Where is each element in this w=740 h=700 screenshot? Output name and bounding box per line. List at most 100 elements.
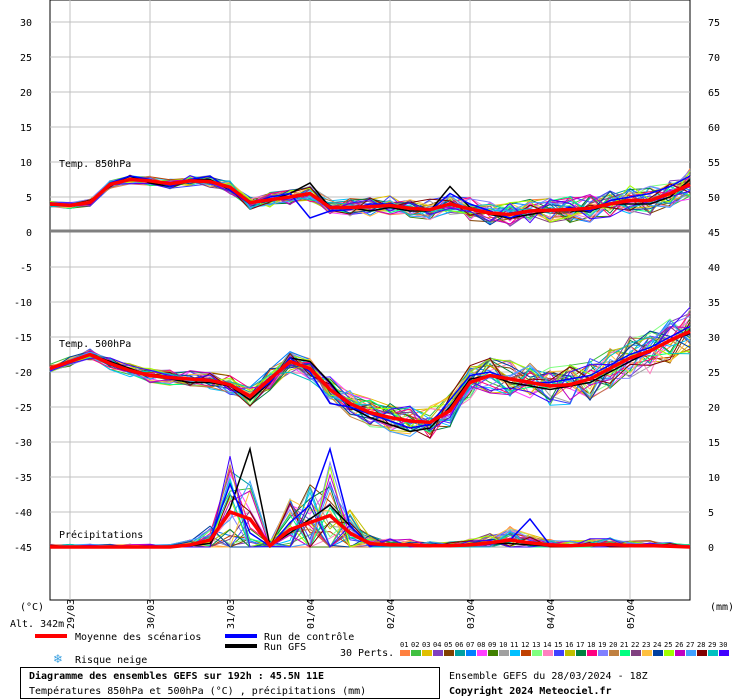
pert-color-swatch [400,650,410,656]
legend-perts-label: 30 Perts. [340,648,394,659]
pert-number: 24 [653,641,661,649]
pert-color-swatch [455,650,465,656]
pert-number: 27 [686,641,694,649]
axes: 29/03 30/03 31/03 01/04 02/04 03/04 04/04 05/04… [14,18,720,629]
pert-number: 03 [422,641,430,649]
pert-number: 09 [488,641,496,649]
pert-color-swatch [510,650,520,656]
pert-color-swatch [466,650,476,656]
pert-number: 10 [499,641,507,649]
left-tick-label: 0 [26,228,32,239]
pert-number: 22 [631,641,639,649]
right-tick-label: 5 [708,508,714,519]
pert-color-swatch [587,650,597,656]
legend-snow-label: Risque neige [75,655,147,666]
chart-title-box: Diagramme des ensembles GEFS sur 192h : … [20,667,440,699]
pert-color-swatch [664,650,674,656]
gfs-run-line [49,175,691,219]
pert-number: 30 [719,641,727,649]
pert-color-swatch [598,650,608,656]
plot-frame [49,0,691,601]
pert-number: 13 [532,641,540,649]
pert-color-swatch [686,650,696,656]
ensemble-member-line [50,175,691,224]
pert-number: 02 [411,641,419,649]
date-tick-label: 05/04 [626,599,637,629]
date-tick-label: 31/03 [226,599,237,629]
date-tick-label: 29/03 [66,599,77,629]
left-tick-label: -10 [14,298,32,309]
pert-number: 04 [433,641,441,649]
pert-color-swatch [444,650,454,656]
grid [49,0,691,601]
pert-number: 06 [455,641,463,649]
legend-control-label: Run de contrôle [264,631,354,643]
pert-number: 17 [576,641,584,649]
pert-color-swatch [433,650,443,656]
right-tick-label: 20 [708,403,720,414]
left-tick-label: 5 [26,193,32,204]
legend-gfs-label: Run GFS [264,642,306,653]
pert-number: 12 [521,641,529,649]
left-tick-label: 20 [20,88,32,99]
pert-color-swatch [576,650,586,656]
ensemble-member-line [49,326,691,427]
pert-color-swatch [532,650,542,656]
pert-number: 21 [620,641,628,649]
date-tick-label: 30/03 [146,599,157,629]
pert-color-swatch [675,650,685,656]
pert-number: 08 [477,641,485,649]
left-tick-label: -30 [14,438,32,449]
ensemble-mean-line [50,509,691,549]
pert-color-swatch [708,650,718,656]
date-tick-label: 02/04 [386,599,397,629]
altitude-label: Alt. 342m [10,619,64,630]
pert-number: 25 [664,641,672,649]
pert-number: 29 [708,641,716,649]
pert-color-swatch [565,650,575,656]
pert-color-swatch [609,650,619,656]
pert-color-swatch [543,650,553,656]
right-tick-label: 50 [708,193,720,204]
pert-number: 28 [697,641,705,649]
right-tick-label: 70 [708,53,720,64]
left-tick-label: 10 [20,158,32,169]
ensemble-member-line [49,344,691,429]
snowflake-icon: ❄ [53,652,63,666]
pert-color-swatch [411,650,421,656]
copyright: Copyright 2024 Meteociel.fr [449,686,612,697]
ensemble-mean-line [49,177,691,217]
ensemble-mean-line [49,329,691,425]
pert-number: 18 [587,641,595,649]
panel-label-precip: Précipitations [59,529,143,541]
left-tick-label: 30 [20,18,32,29]
left-unit-label: (°C) [20,602,44,613]
pert-number: 01 [400,641,408,649]
date-tick-label: 03/04 [466,599,477,629]
legend-mean-label: Moyenne des scénarios [75,631,201,643]
panel-label-t500: Temp. 500hPa [59,339,131,350]
pert-color-swatch [631,650,641,656]
pert-color-swatch [642,650,652,656]
pert-color-swatch [620,650,630,656]
left-tick-label: -40 [14,508,32,519]
left-tick-label: 25 [20,53,32,64]
right-tick-label: 35 [708,298,720,309]
right-unit-label: (mm) [710,602,734,613]
pert-number: 16 [565,641,573,649]
pert-color-swatch [653,650,663,656]
right-tick-label: 10 [708,473,720,484]
chart-title: Diagramme des ensembles GEFS sur 192h : … [29,671,325,682]
pert-number: 23 [642,641,650,649]
left-tick-label: -25 [14,403,32,414]
right-tick-label: 75 [708,18,720,29]
date-tick-label: 01/04 [306,599,317,629]
left-tick-label: -20 [14,368,32,379]
right-tick-label: 0 [708,543,714,554]
right-tick-label: 40 [708,263,720,274]
pert-color-swatch [499,650,509,656]
ensemble-member-line [49,318,691,433]
pert-color-swatch [554,650,564,656]
pert-number: 20 [609,641,617,649]
